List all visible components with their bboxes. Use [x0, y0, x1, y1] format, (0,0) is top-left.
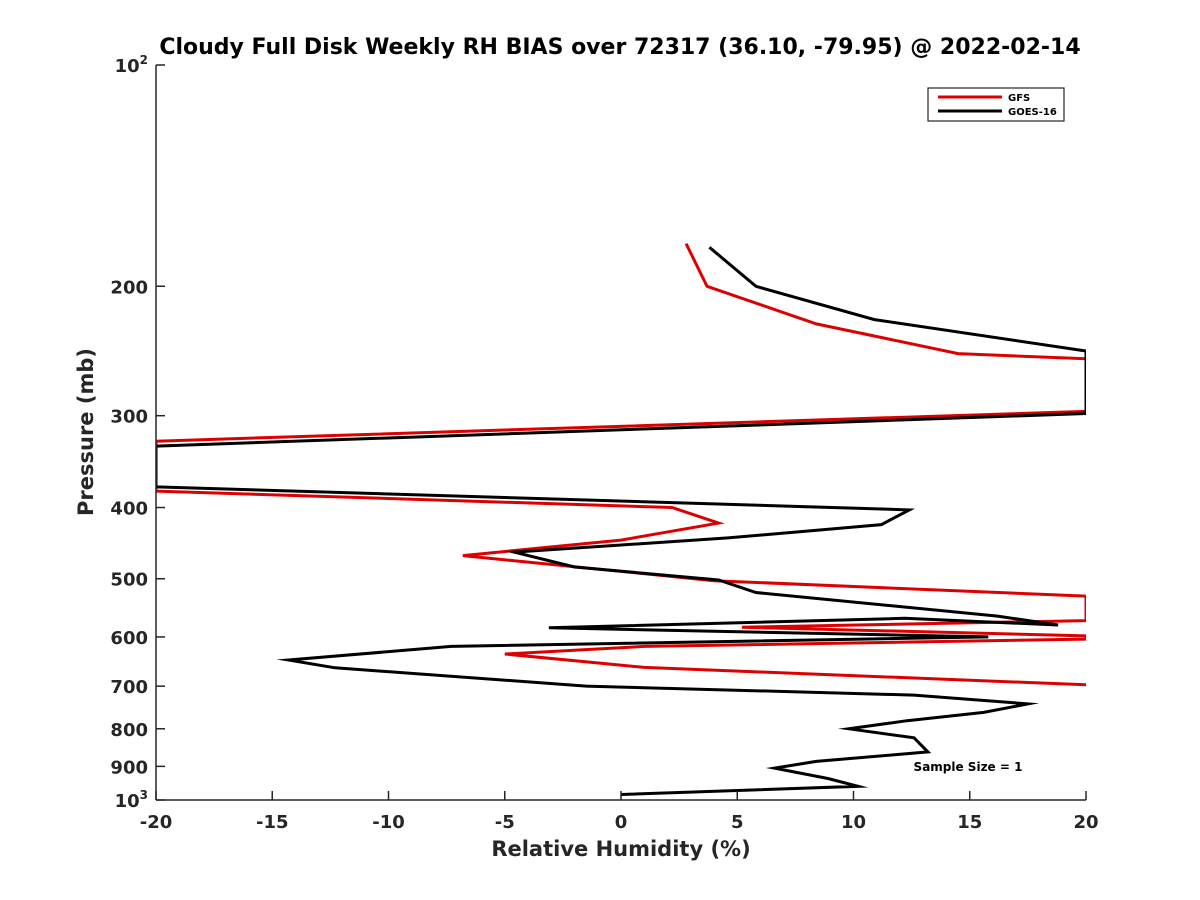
x-tick-label: -15	[256, 812, 289, 833]
plot-area	[156, 65, 1086, 800]
x-tick-label: 15	[957, 812, 982, 833]
series-layer	[156, 242, 1086, 796]
series-line-gfs	[156, 242, 1086, 687]
x-tick-label: -10	[372, 812, 405, 833]
x-tick-label: -5	[495, 812, 515, 833]
y-tick-label: 400	[110, 499, 148, 520]
x-tick-label: 5	[731, 812, 744, 833]
y-tick-label: 600	[110, 628, 148, 649]
series-line-goes-16	[156, 246, 1086, 796]
y-tick-label: 102	[115, 53, 148, 77]
legend-box	[927, 87, 1065, 122]
y-tick-label: 200	[110, 277, 148, 298]
y-tick-label: 700	[110, 677, 148, 698]
axes-layer: -20 -15 -10 -5 0 5 10 15 20 102 200 300 400 500 600 700…	[110, 53, 1098, 833]
x-tick-label: -20	[140, 812, 173, 833]
chart-title: Cloudy Full Disk Weekly RH BIAS over 723…	[159, 35, 1080, 60]
legend-entry-label: GOES-16	[1008, 107, 1057, 118]
x-tick-label: 20	[1073, 812, 1098, 833]
y-tick-label: 900	[110, 757, 148, 778]
y-axis-label: Pressure (mb)	[74, 348, 98, 516]
x-axis-label: Relative Humidity (%)	[491, 837, 750, 861]
sample-size-annotation: Sample Size = 1	[914, 760, 1023, 774]
legend: GFS GOES-16	[927, 87, 1065, 122]
y-tick-label: 800	[110, 720, 148, 741]
y-tick-label: 103	[115, 788, 148, 812]
y-tick-label: 300	[110, 407, 148, 428]
legend-entry-label: GFS	[1008, 93, 1030, 104]
plot-background	[156, 65, 1086, 800]
x-tick-label: 10	[841, 812, 866, 833]
y-tick-label: 500	[110, 570, 148, 591]
x-tick-label: 0	[615, 812, 628, 833]
